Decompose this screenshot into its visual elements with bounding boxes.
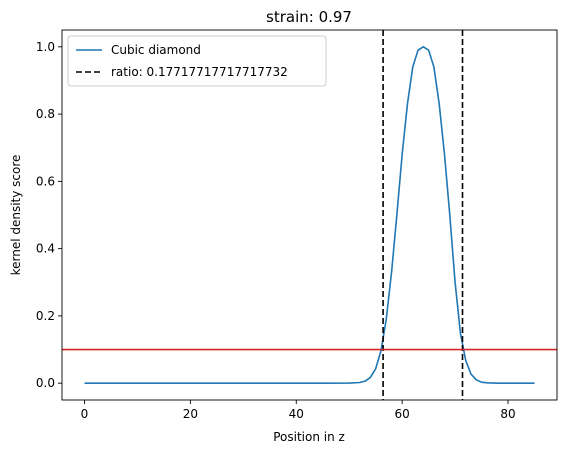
chart-title: strain: 0.97 (266, 8, 352, 26)
y-tick-label: 0.8 (36, 107, 55, 121)
y-tick-label: 0.4 (36, 242, 55, 256)
y-axis: 0.0 0.2 0.4 0.6 0.8 1.0 (36, 40, 62, 390)
y-tick-label: 0.0 (36, 376, 55, 390)
x-tick-label: 40 (289, 407, 304, 421)
legend: Cubic diamond ratio: 0.17717717717717732 (67, 35, 327, 87)
x-tick-label: 0 (81, 407, 89, 421)
series-line-cubic-diamond (84, 46, 535, 384)
legend-label-2: ratio: 0.17717717717717732 (111, 65, 288, 79)
legend-label-1: Cubic diamond (111, 43, 201, 57)
y-tick-label: 1.0 (36, 40, 55, 54)
y-axis-label: kernel density score (9, 155, 23, 276)
data-marks (62, 30, 557, 400)
x-tick-label: 60 (395, 407, 410, 421)
y-tick-label: 0.2 (36, 309, 55, 323)
x-axis-label: Position in z (273, 430, 345, 444)
y-tick-label: 0.6 (36, 174, 55, 188)
x-tick-label: 80 (500, 407, 515, 421)
x-tick-label: 20 (183, 407, 198, 421)
plot-area (61, 29, 558, 401)
plot-frame (61, 29, 558, 401)
legend-box (67, 35, 327, 87)
x-axis: 0 20 40 60 80 (81, 400, 516, 421)
